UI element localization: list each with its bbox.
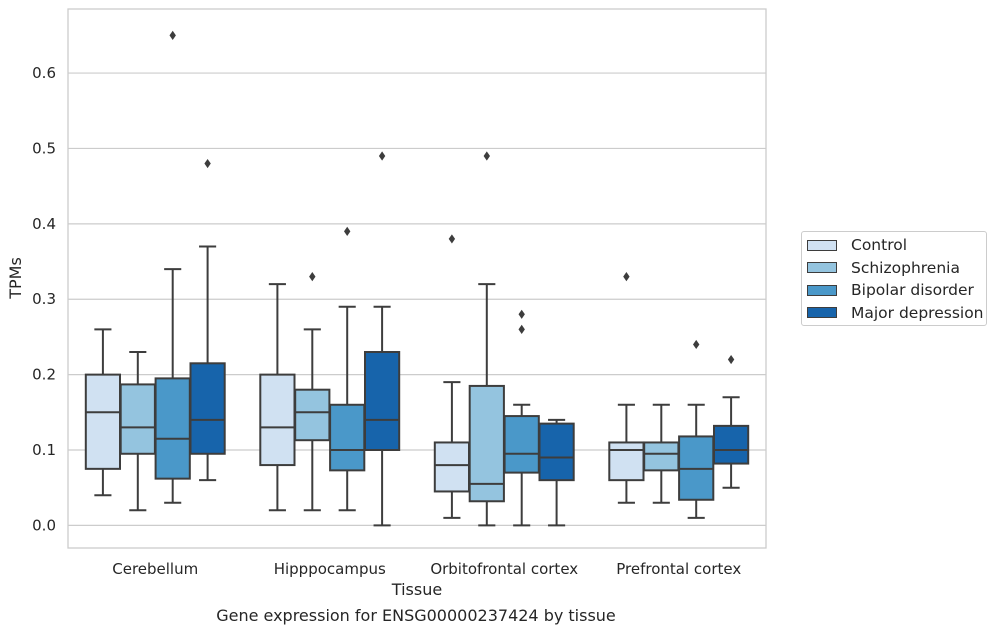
legend-swatch-major-depression <box>807 307 837 318</box>
x-axis-label: Tissue <box>391 580 442 599</box>
outlier-point <box>623 272 630 282</box>
chart-caption: Gene expression for ENSG00000237424 by t… <box>216 606 616 625</box>
box-body <box>119 383 156 455</box>
y-tick-label: 0.3 <box>32 290 56 308</box>
legend-swatch-schizophrenia <box>807 262 837 273</box>
legend-label-schizophrenia: Schizophrenia <box>851 258 960 277</box>
box <box>433 234 471 519</box>
legend-label-control: Control <box>851 236 908 254</box>
outlier-point <box>693 339 700 350</box>
x-tick-label: Orbitofrontal cortex <box>430 560 578 578</box>
box <box>119 351 156 512</box>
y-tick-label: 0.0 <box>32 516 56 534</box>
legend-swatch-bipolar-disorder <box>807 284 837 296</box>
box <box>468 151 505 527</box>
box-body <box>608 441 645 482</box>
x-tick-label: Cerebellum <box>112 560 198 578</box>
box <box>608 272 645 504</box>
box-body <box>329 403 366 472</box>
series-major-depression <box>189 151 750 527</box>
box-body <box>712 424 750 465</box>
outlier-point <box>518 309 525 319</box>
box-body <box>154 377 191 480</box>
box <box>503 309 540 527</box>
y-tick-label: 0.4 <box>32 215 56 233</box>
series-control <box>84 234 645 519</box>
outlier-point <box>204 158 211 169</box>
box-plot-series <box>84 30 750 527</box>
outlier-point <box>309 272 316 282</box>
outlier-point <box>378 151 386 161</box>
box <box>189 158 226 482</box>
box-body <box>538 422 575 482</box>
box-body <box>259 373 296 467</box>
legend-label-major-depression: Major depression <box>851 303 984 322</box>
box <box>294 272 331 512</box>
box <box>154 30 191 504</box>
legend-item-schizophrenia: Schizophrenia <box>807 258 960 278</box>
series-schizophrenia <box>119 151 680 527</box>
x-tick-label: Hipppocampus <box>274 560 386 578</box>
y-tick-label: 0.5 <box>32 139 56 157</box>
x-tick-label: Prefrontal cortex <box>616 560 741 578</box>
box <box>259 283 296 512</box>
outlier-point <box>169 30 176 40</box>
plot-frame <box>67 8 767 549</box>
box-body <box>189 362 226 455</box>
legend-item-control: Control <box>807 235 907 255</box>
box <box>329 226 366 512</box>
box <box>712 354 750 489</box>
legend-item-bipolar-disorder: Bipolar disorder <box>807 280 974 300</box>
legend-label-bipolar-disorder: Bipolar disorder <box>851 281 974 299</box>
series-bipolar-disorder <box>154 30 715 527</box>
y-tick-label: 0.1 <box>32 441 56 459</box>
axis-ticks: 0.0 0.1 0.2 0.3 0.4 0.5 0.6 Cerebellum Hipppocam… <box>32 64 741 578</box>
outlier-point <box>518 324 525 334</box>
box-body <box>503 415 540 474</box>
box-body <box>363 351 401 451</box>
outlier-point <box>483 151 490 161</box>
legend-swatch-control <box>807 239 837 251</box>
legend: Control Schizophrenia Bipolar disorder M… <box>801 231 987 326</box>
outlier-point <box>727 354 735 365</box>
outlier-point <box>344 226 351 236</box>
box <box>678 339 715 519</box>
legend-item-major-depression: Major depression <box>807 303 984 323</box>
y-tick-label: 0.6 <box>32 64 56 82</box>
box-body <box>294 388 331 442</box>
y-axis-label: TPMs <box>6 257 25 300</box>
box <box>538 418 575 527</box>
box-body <box>84 373 122 470</box>
box-body <box>468 384 505 503</box>
outlier-point <box>448 234 456 244</box>
box <box>643 403 680 504</box>
box-body <box>643 441 680 472</box>
box <box>84 328 122 497</box>
box <box>363 151 401 527</box>
box-body <box>433 441 471 493</box>
y-tick-label: 0.2 <box>32 366 56 384</box>
